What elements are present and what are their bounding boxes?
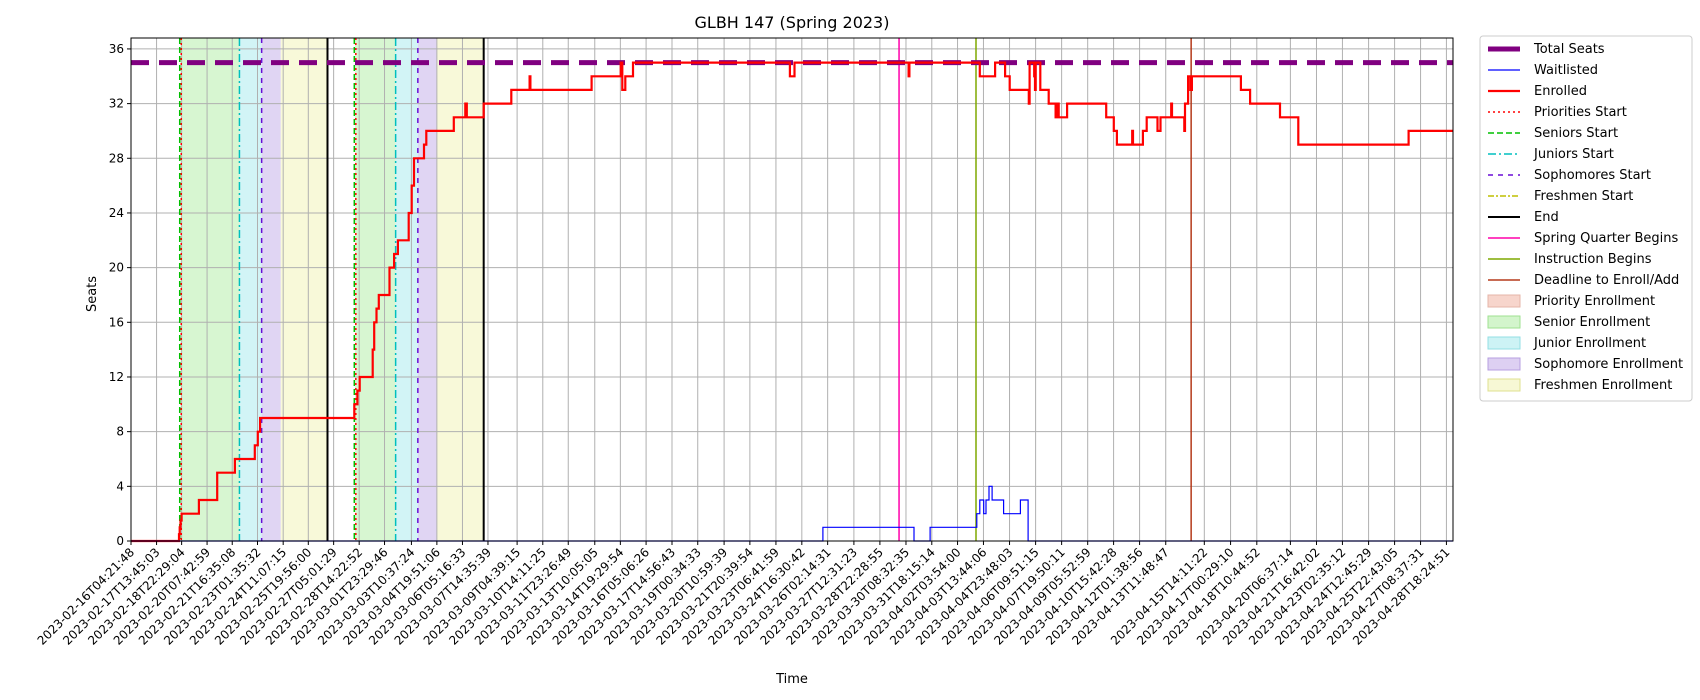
legend-label: Priorities Start bbox=[1534, 105, 1627, 120]
y-tick-label: 4 bbox=[116, 479, 124, 493]
legend-key-sophomore-enrollment bbox=[1487, 357, 1521, 371]
y-axis: 0 4 8 12 16 20 24 28 32 36 bbox=[109, 42, 131, 548]
sophomore-enrollment-band bbox=[261, 38, 281, 541]
series-lines bbox=[131, 60, 1453, 543]
legend-label: Deadline to Enroll/Add bbox=[1534, 273, 1679, 288]
y-tick-label: 12 bbox=[109, 370, 124, 384]
waitlisted-series-line bbox=[131, 485, 1453, 542]
legend-label: Junior Enrollment bbox=[1533, 336, 1646, 351]
senior-enrollment-band bbox=[180, 38, 240, 541]
legend-label: Priority Enrollment bbox=[1534, 294, 1655, 309]
legend-label: Waitlisted bbox=[1534, 63, 1598, 78]
x-axis: 2023-02-16T04:21:482023-02-17T13:45:0320… bbox=[35, 541, 1453, 648]
plot-border bbox=[130, 37, 1454, 542]
freshmen-enrollment-band bbox=[436, 38, 484, 541]
y-tick-label: 0 bbox=[116, 534, 124, 548]
legend-label: Instruction Begins bbox=[1534, 252, 1652, 267]
legend-label: Seniors Start bbox=[1534, 126, 1618, 141]
plot-area bbox=[131, 38, 1453, 541]
legend-key-senior-enrollment bbox=[1487, 315, 1521, 329]
legend-key-priority-enrollment bbox=[1487, 294, 1521, 308]
sophomore-enrollment-band bbox=[417, 38, 437, 541]
y-tick-label: 16 bbox=[109, 315, 124, 329]
legend-label: Freshmen Enrollment bbox=[1534, 378, 1672, 393]
legend-key-freshmen-enrollment bbox=[1487, 378, 1521, 392]
legend-label: End bbox=[1534, 210, 1559, 225]
junior-enrollment-band bbox=[239, 38, 262, 541]
legend: Total Seats Waitlisted Enrolled Priorities … bbox=[1479, 35, 1693, 402]
legend-label: Enrolled bbox=[1534, 84, 1587, 99]
event-lines bbox=[178, 38, 1192, 541]
y-tick-label: 24 bbox=[109, 206, 124, 220]
y-tick-label: 8 bbox=[116, 425, 124, 439]
legend-label: Juniors Start bbox=[1533, 147, 1614, 162]
plot-frame bbox=[130, 37, 1454, 542]
y-tick-label: 36 bbox=[109, 42, 124, 56]
x-axis-label: Time bbox=[775, 672, 808, 687]
legend-label: Total Seats bbox=[1533, 42, 1605, 57]
y-tick-label: 20 bbox=[109, 261, 124, 275]
legend-key-junior-enrollment bbox=[1487, 336, 1521, 350]
plot-background bbox=[131, 38, 1453, 541]
legend-label: Freshmen Start bbox=[1534, 189, 1633, 204]
y-tick-label: 28 bbox=[109, 151, 124, 165]
legend-label: Sophomores Start bbox=[1534, 168, 1651, 183]
enrollment-bands bbox=[180, 38, 484, 541]
legend-label: Sophomore Enrollment bbox=[1534, 357, 1683, 372]
y-tick-label: 32 bbox=[109, 97, 124, 111]
grid-lines bbox=[130, 38, 1453, 542]
legend-label: Senior Enrollment bbox=[1534, 315, 1650, 330]
junior-enrollment-band bbox=[395, 38, 418, 541]
enrolled-series-line bbox=[131, 61, 1453, 543]
freshmen-enrollment-band bbox=[280, 38, 328, 541]
chart-title: GLBH 147 (Spring 2023) bbox=[695, 13, 890, 32]
legend-box bbox=[1479, 35, 1693, 402]
y-axis-label: Seats bbox=[85, 276, 100, 312]
legend-label: Spring Quarter Begins bbox=[1534, 231, 1678, 246]
